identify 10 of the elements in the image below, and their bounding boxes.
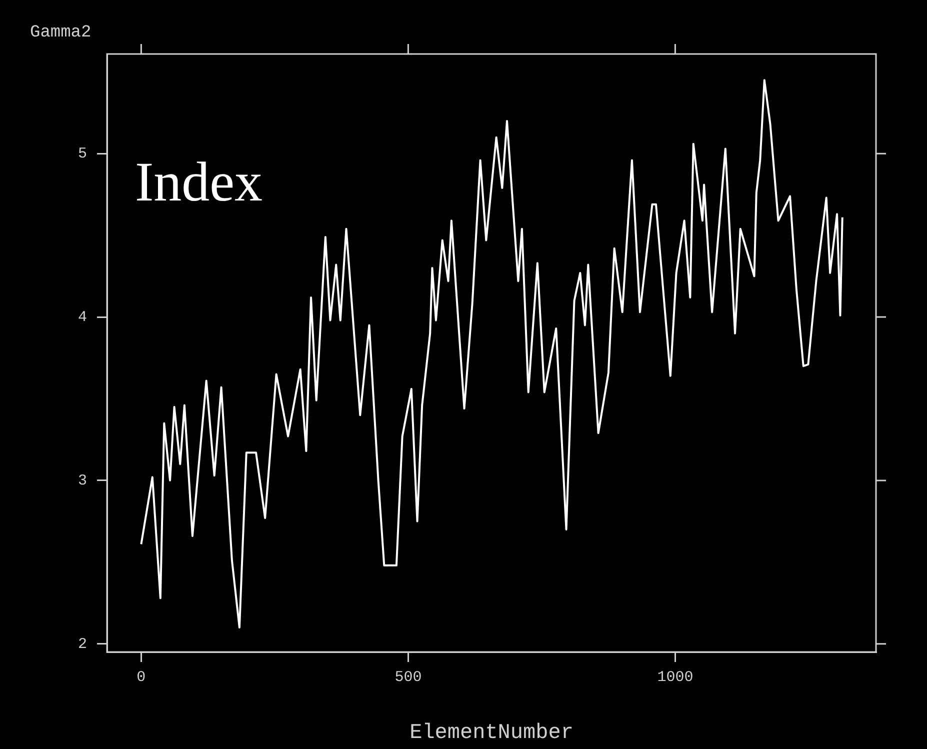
annotation: Index (135, 152, 263, 214)
y-tick-label: 3 (78, 472, 87, 490)
y-tick-label: 4 (78, 309, 87, 326)
y-tick-label: 5 (78, 146, 87, 163)
x-tick-label: 1000 (657, 668, 694, 686)
y-tick-label: 2 (78, 636, 87, 653)
x-tick-label: 500 (394, 668, 422, 686)
x-tick-label: 0 (136, 668, 146, 686)
y-axis-title: Gamma2 (30, 24, 92, 42)
x-axis-title: ElementNumber (410, 722, 574, 745)
